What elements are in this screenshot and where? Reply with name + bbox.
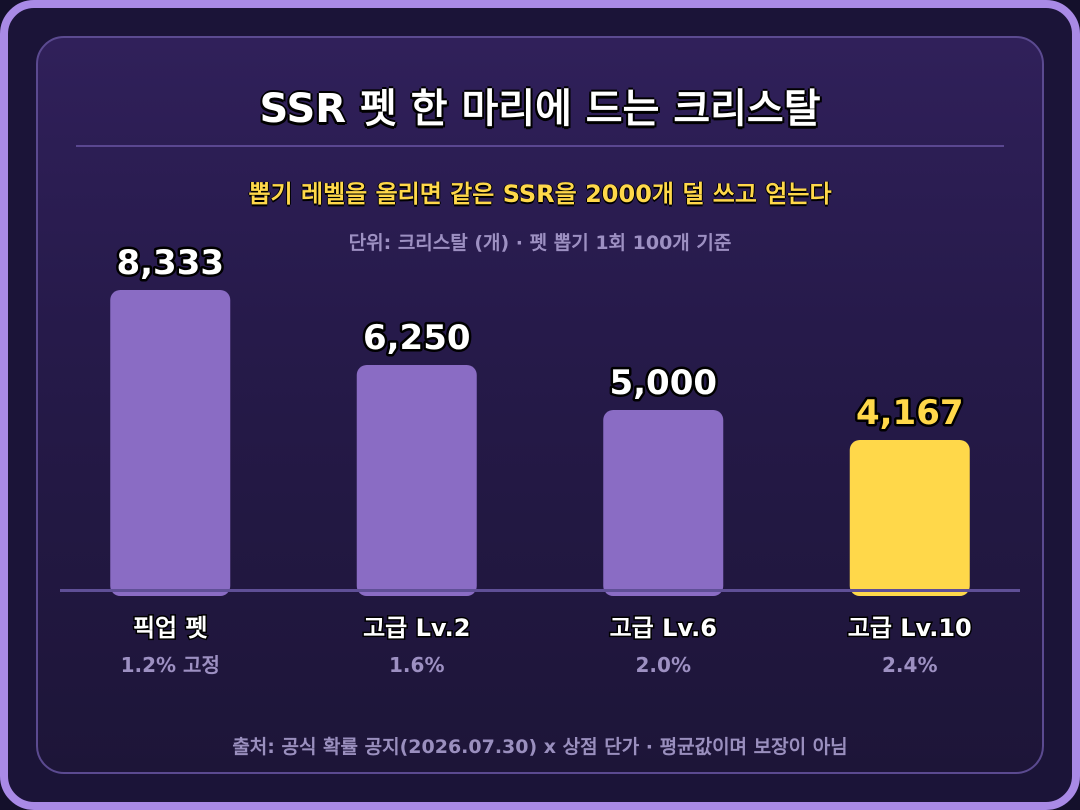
bar-value-label-1: 8,333 <box>116 243 224 283</box>
bar-2 <box>356 364 477 596</box>
category-sublabel-3: 2.0% <box>636 653 691 677</box>
source-note: 출처: 공식 확률 공지(2026.07.30) x 상점 단가 · 평균값이며… <box>232 736 848 758</box>
bar-3 <box>603 409 724 596</box>
category-label-2: 고급 Lv.2 <box>363 614 470 642</box>
category-label-1: 픽업 펫 <box>133 614 208 642</box>
chart-subtitle: 뽑기 레벨을 올리면 같은 SSR을 2000개 덜 쓰고 얻는다 <box>248 180 832 208</box>
bar-value-label-4: 4,167 <box>856 393 964 433</box>
title-divider <box>76 145 1004 147</box>
bar-value-label-2: 6,250 <box>363 318 471 358</box>
chart-title: SSR 펫 한 마리에 드는 크리스탈 <box>259 86 821 132</box>
category-label-4: 고급 Lv.10 <box>848 614 972 642</box>
bar-4 <box>849 439 970 596</box>
unit-note: 단위: 크리스탈 (개) · 펫 뽑기 1회 100개 기준 <box>348 232 732 254</box>
category-sublabel-4: 2.4% <box>882 653 937 677</box>
category-sublabel-1: 1.2% 고정 <box>121 653 220 677</box>
baseline <box>60 589 1020 592</box>
bar-value-label-3: 5,000 <box>609 363 717 403</box>
bar-1 <box>110 290 231 596</box>
category-sublabel-2: 1.6% <box>389 653 444 677</box>
category-label-3: 고급 Lv.6 <box>610 614 717 642</box>
